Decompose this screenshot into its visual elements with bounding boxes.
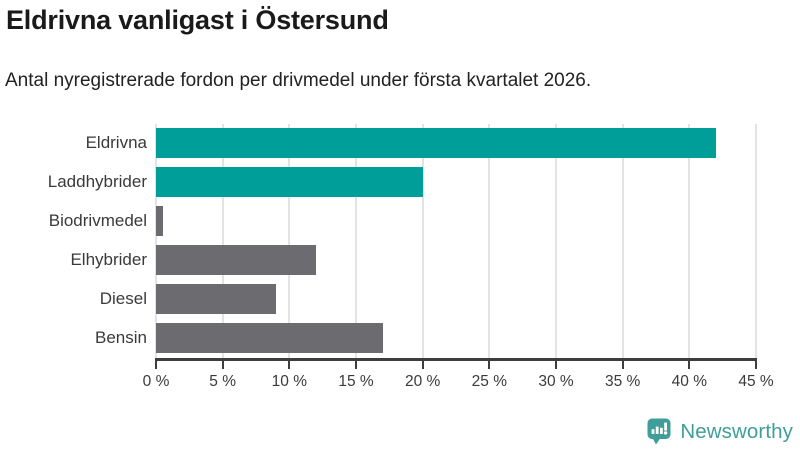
chart-title: Eldrivna vanligast i Östersund bbox=[6, 5, 389, 35]
chart-subtitle: Antal nyregistrerade fordon per drivmede… bbox=[5, 70, 592, 91]
x-axis-tick-label: 25 % bbox=[471, 373, 507, 390]
x-axis-tick bbox=[621, 361, 624, 369]
x-axis-tick-label: 20 % bbox=[404, 373, 441, 390]
gridline bbox=[755, 124, 757, 358]
x-axis-tick bbox=[755, 361, 757, 369]
x-axis-tick bbox=[421, 361, 424, 369]
gridline bbox=[621, 124, 624, 358]
x-axis-tick-label: 10 % bbox=[271, 373, 307, 390]
newsworthy-logo-icon bbox=[647, 418, 671, 445]
gridline bbox=[155, 124, 157, 358]
plot-area: 0 % 5 % 10 % 15 % 20 % 25 % 30 % 35 % 40 % 45 % bbox=[143, 124, 774, 390]
x-axis-tick-label: 35 % bbox=[604, 373, 641, 390]
x-axis-tick bbox=[155, 361, 157, 369]
gridline bbox=[221, 124, 224, 358]
bar-elhybrider bbox=[156, 245, 316, 275]
x-axis-tick bbox=[688, 361, 691, 369]
newsworthy-logo-text: Newsworthy bbox=[680, 419, 793, 443]
bar-bensin bbox=[156, 323, 383, 353]
x-axis-tick bbox=[221, 361, 224, 369]
y-axis-label: Biodrivmedel bbox=[48, 211, 147, 230]
x-axis-tick-label: 45 % bbox=[738, 373, 774, 390]
bar-laddhybrider bbox=[156, 167, 423, 197]
x-axis-tick bbox=[488, 361, 491, 369]
gridline bbox=[488, 124, 491, 358]
bar-diesel bbox=[156, 284, 276, 314]
x-axis-tick-label: 15 % bbox=[338, 373, 374, 390]
x-axis-tick bbox=[555, 361, 557, 369]
x-axis-tick bbox=[288, 361, 291, 369]
x-axis-tick-label: 0 % bbox=[142, 373, 170, 390]
y-axis-label: Diesel bbox=[99, 289, 147, 308]
x-axis-tick-label: 5 % bbox=[209, 373, 237, 390]
gridline bbox=[288, 124, 291, 358]
y-axis-label: Bensin bbox=[95, 328, 147, 347]
y-axis-labels: Eldrivna Laddhybrider Biodrivmedel Elhybrid… bbox=[0, 124, 147, 358]
gridline bbox=[688, 124, 691, 358]
bar-eldrivna bbox=[156, 128, 716, 158]
y-axis-label: Laddhybrider bbox=[47, 172, 147, 191]
newsworthy-logo[interactable]: Newsworthy bbox=[647, 418, 793, 445]
gridline bbox=[555, 124, 557, 358]
x-axis-tick-label: 40 % bbox=[671, 373, 707, 390]
y-axis-label: Elhybrider bbox=[70, 250, 147, 269]
x-axis-line bbox=[155, 358, 757, 361]
x-axis-tick bbox=[355, 361, 357, 369]
y-axis-label: Eldrivna bbox=[85, 133, 147, 152]
bar-biodrivmedel bbox=[156, 206, 163, 236]
gridline bbox=[355, 124, 357, 358]
gridline bbox=[421, 124, 424, 358]
x-axis-tick-label: 30 % bbox=[538, 373, 574, 390]
